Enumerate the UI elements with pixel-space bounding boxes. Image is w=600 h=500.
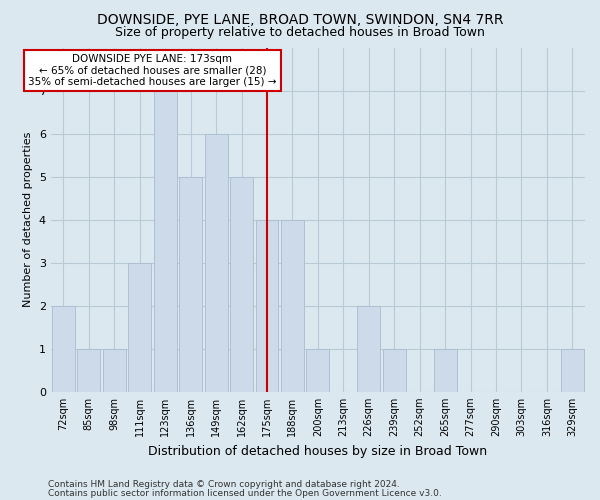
Bar bbox=[52, 306, 75, 392]
Text: Contains public sector information licensed under the Open Government Licence v3: Contains public sector information licen… bbox=[48, 489, 442, 498]
Bar bbox=[205, 134, 227, 392]
Bar bbox=[77, 349, 100, 392]
Text: Size of property relative to detached houses in Broad Town: Size of property relative to detached ho… bbox=[115, 26, 485, 39]
Bar bbox=[230, 176, 253, 392]
Text: DOWNSIDE PYE LANE: 173sqm
← 65% of detached houses are smaller (28)
35% of semi-: DOWNSIDE PYE LANE: 173sqm ← 65% of detac… bbox=[28, 54, 277, 87]
Text: DOWNSIDE, PYE LANE, BROAD TOWN, SWINDON, SN4 7RR: DOWNSIDE, PYE LANE, BROAD TOWN, SWINDON,… bbox=[97, 12, 503, 26]
Bar bbox=[103, 349, 126, 392]
Bar bbox=[561, 349, 584, 392]
Bar bbox=[434, 349, 457, 392]
Text: Contains HM Land Registry data © Crown copyright and database right 2024.: Contains HM Land Registry data © Crown c… bbox=[48, 480, 400, 489]
Bar bbox=[307, 349, 329, 392]
Bar bbox=[179, 176, 202, 392]
Bar bbox=[256, 220, 278, 392]
Y-axis label: Number of detached properties: Number of detached properties bbox=[23, 132, 33, 308]
Bar bbox=[281, 220, 304, 392]
X-axis label: Distribution of detached houses by size in Broad Town: Distribution of detached houses by size … bbox=[148, 444, 487, 458]
Bar bbox=[357, 306, 380, 392]
Bar bbox=[383, 349, 406, 392]
Bar bbox=[154, 90, 176, 392]
Bar bbox=[128, 262, 151, 392]
